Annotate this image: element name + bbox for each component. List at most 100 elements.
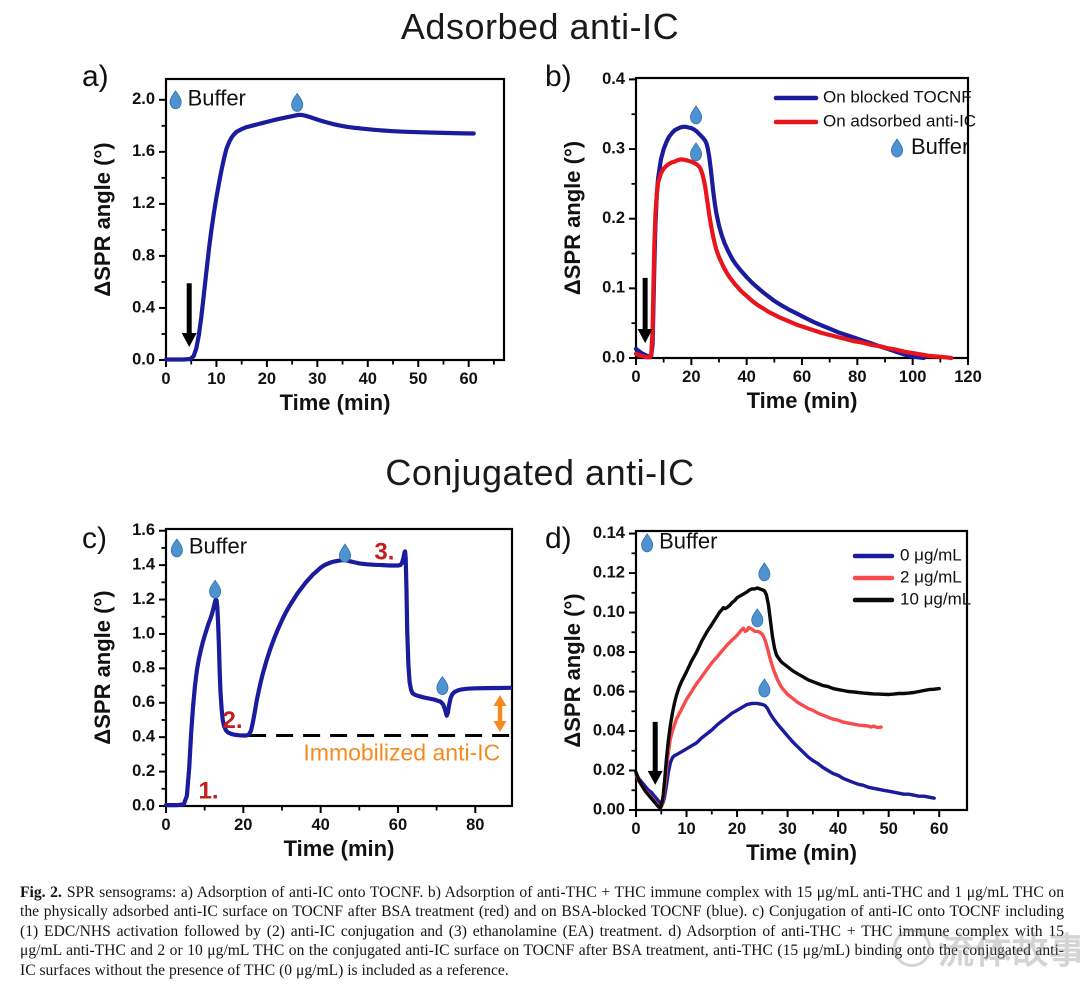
droplet-icon [291,92,304,112]
x-tick-label: 120 [954,368,982,386]
droplet-icon [641,533,654,553]
buffer-label: Buffer [189,534,247,559]
figure-caption-label: Fig. 2. [20,884,62,901]
buffer-label: Buffer [659,529,717,554]
x-axis-title: Time (min) [280,390,391,415]
x-tick-label: 60 [793,368,811,386]
y-tick-label: 0.1 [602,279,625,297]
injection-arrow-head [181,332,197,347]
axes-box [164,77,506,362]
annotation-label: 1. [199,778,219,805]
y-tick-label: 0.3 [602,139,625,157]
figure-caption-text: SPR sensograms: a) Adsorption of anti-IC… [20,884,1064,979]
x-tick-label: 0 [631,820,640,838]
y-tick-label: 0.10 [593,603,625,621]
x-tick-label: 10 [677,820,695,838]
y-tick-label: 0.0 [132,350,155,368]
y-tick-label: 0.06 [593,682,625,700]
x-tick-label: 50 [409,370,427,388]
x-tick-label: 20 [258,370,276,388]
y-tick-label: 0.4 [602,70,626,88]
x-tick-label: 100 [899,368,927,386]
droplet-icon [758,562,771,582]
y-tick-label: 0.02 [593,761,625,779]
x-axis-title: Time (min) [747,388,858,413]
legend-label: 10 μg/mL [900,589,971,608]
x-tick-label: 20 [728,820,746,838]
x-tick-label: 0 [161,370,170,388]
x-tick-label: 60 [389,816,407,834]
injection-arrow-head [637,329,653,344]
panel-label-c: c) [82,522,107,555]
droplet-icon [690,105,703,125]
y-tick-label: 0.8 [132,659,155,677]
y-tick-label: 0.4 [132,728,156,746]
panel-b: 0 20 40 60 80 100 120 0.0 0.1 0.2 0.3 0.4 Time (min)… [560,70,982,413]
y-tick-label: 0.6 [132,693,155,711]
x-tick-label: 40 [737,368,755,386]
axes-box [634,529,969,812]
x-tick-label: 0 [161,816,170,834]
x-tick-label: 20 [234,816,252,834]
x-tick-label: 60 [460,370,478,388]
panel-a: 0 10 20 30 40 50 60 0.0 0.4 0.8 1.2 1.6 2.0 Time (min… [90,77,506,415]
x-axis-title: Time (min) [284,836,395,861]
y-tick-label: 1.6 [132,142,155,160]
annotation-label: 3. [374,538,394,565]
droplet-icon [169,90,182,110]
panel-d: 0 10 20 30 40 50 60 0.00 0.02 0.04 0.06 0.08 0.10 0.1… [560,524,971,865]
droplet-icon [209,579,222,599]
x-tick-label: 40 [311,816,329,834]
droplet-icon [891,138,903,158]
annotation-label: Immobilized anti-IC [303,739,500,765]
series-line [634,586,941,810]
range-arrow-head [493,721,507,733]
y-tick-label: 1.6 [132,521,155,539]
x-tick-label: 50 [879,820,897,838]
y-axis-title: ΔSPR angle (°) [90,590,115,744]
buffer-label: Buffer [911,134,969,159]
series-line [163,549,513,808]
x-tick-label: 40 [359,370,377,388]
y-tick-label: 1.0 [132,624,155,642]
section-title-adsorbed: Adsorbed anti-IC [400,6,680,47]
x-tick-label: 30 [778,820,796,838]
x-tick-label: 60 [930,820,948,838]
y-tick-label: 0.0 [132,796,155,814]
y-tick-label: 0.04 [593,721,626,739]
x-axis-title: Time (min) [746,840,857,865]
sensogram-charts-canvas: 0 10 20 30 40 50 60 0.0 0.4 0.8 1.2 1.6 2. 0 Time (min… [90,70,982,865]
panel-c: 0 20 40 60 80 0.0 0.2 0.4 0.6 0.8 1.0 1.2 1.4 1.6 Time… [90,521,514,861]
y-axis-title: ΔSPR angle (°) [90,142,115,296]
y-tick-label: 1.4 [132,555,156,573]
section-title-conjugated: Conjugated anti-IC [385,452,695,493]
injection-arrow-head [647,770,663,785]
y-tick-label: 0.2 [602,209,625,227]
y-tick-label: 0.14 [593,524,626,542]
y-axis-title: ΔSPR angle (°) [560,593,585,747]
y-tick-label: 0.4 [132,298,156,316]
droplet-icon [339,543,351,563]
range-arrow-head [493,695,507,707]
series-line [634,701,936,806]
legend-label: 2 μg/mL [900,567,962,586]
y-tick-label: 1.2 [132,590,155,608]
legend-label: On adsorbed anti-IC [823,111,976,130]
x-tick-label: 40 [829,820,847,838]
x-tick-label: 0 [631,368,640,386]
droplet-icon [751,608,764,628]
legend-label: On blocked TOCNF [823,87,972,106]
droplet-icon [758,678,771,698]
figure-caption: Fig. 2. SPR sensograms: a) Adsorption of … [20,883,1064,980]
y-tick-label: 0.12 [593,563,625,581]
y-tick-label: 0.8 [132,246,155,264]
y-tick-label: 0.2 [132,762,155,780]
droplet-icon [690,142,703,162]
droplet-icon [170,538,183,558]
droplet-icon [436,675,449,695]
panel-label-b: b) [545,60,572,93]
annotation-label: 2. [222,707,242,734]
y-tick-label: 0.0 [602,348,625,366]
y-tick-label: 1.2 [132,194,155,212]
